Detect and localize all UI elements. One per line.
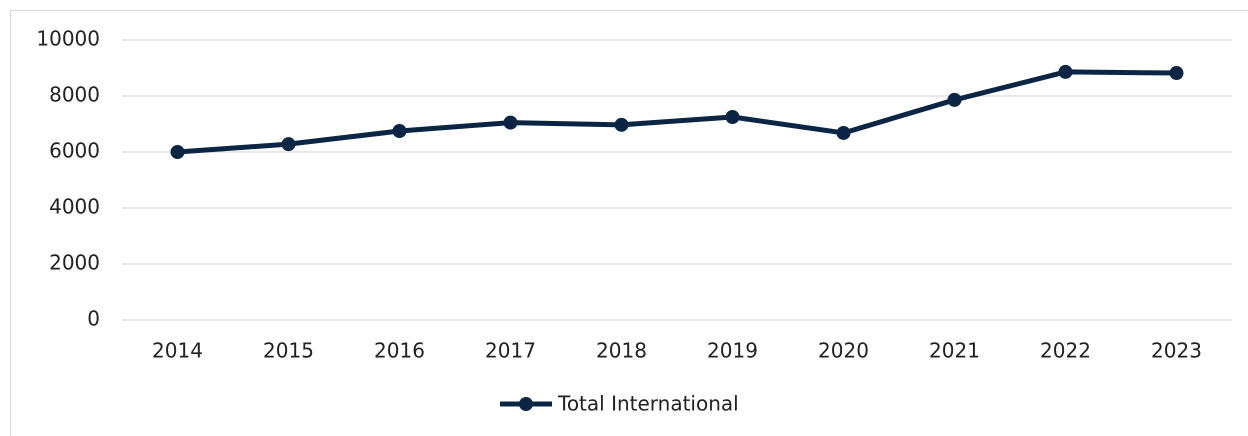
- legend-label: Total International: [557, 392, 739, 416]
- point: [503, 115, 518, 130]
- series-line: [177, 69, 1177, 155]
- x-tick-label: 2023: [1151, 339, 1202, 363]
- y-tick-label: 0: [87, 307, 100, 331]
- point: [836, 125, 851, 140]
- x-tick-label: 2016: [374, 339, 425, 363]
- y-tick-label: 10000: [36, 27, 100, 51]
- legend-marker: [519, 397, 533, 411]
- x-tick-label: 2015: [263, 339, 314, 363]
- x-tick-label: 2019: [707, 339, 758, 363]
- point: [1169, 66, 1184, 81]
- point: [1058, 64, 1073, 79]
- y-tick-label: 8000: [49, 83, 100, 107]
- x-tick-label: 2017: [485, 339, 536, 363]
- x-tick-label: 2014: [152, 339, 203, 363]
- y-tick-label: 4000: [49, 195, 100, 219]
- point: [281, 137, 296, 152]
- point: [947, 92, 962, 107]
- point: [170, 145, 185, 159]
- x-tick-label: 2020: [818, 339, 869, 363]
- chart-frame: [10, 10, 1248, 436]
- point: [392, 124, 407, 138]
- x-tick-label: 2022: [1040, 339, 1091, 363]
- x-tick-label: 2018: [596, 339, 647, 363]
- y-tick-label: 6000: [49, 139, 100, 163]
- y-tick-label: 2000: [49, 251, 100, 275]
- x-tick-label: 2021: [929, 339, 980, 363]
- point: [725, 110, 740, 124]
- point: [614, 117, 629, 132]
